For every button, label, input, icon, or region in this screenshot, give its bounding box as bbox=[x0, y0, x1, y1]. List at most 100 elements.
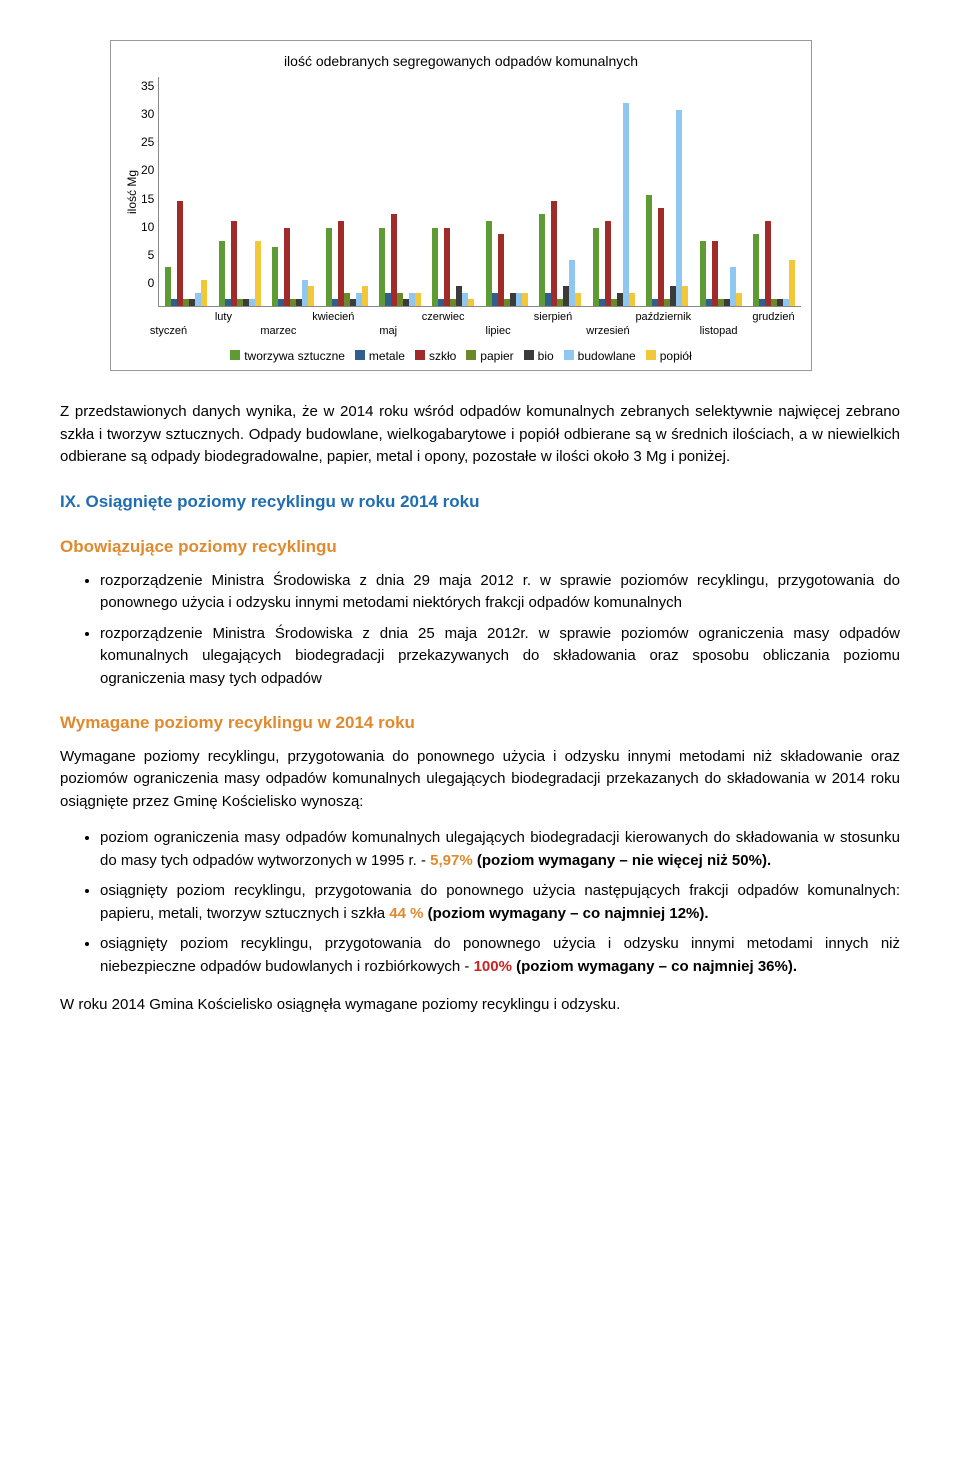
bold-suffix: (poziom wymagany – co najmniej 12%). bbox=[423, 905, 708, 922]
legend-label: popiół bbox=[660, 349, 692, 363]
y-axis-label: ilość Mg bbox=[121, 170, 141, 214]
chart-legend: tworzywa sztuczne metale szkło papier bio bud… bbox=[121, 347, 801, 365]
y-tick: 15 bbox=[141, 190, 154, 208]
legend-swatch bbox=[466, 350, 476, 360]
paragraph-wymagane: Wymagane poziomy recyklingu, przygotowan… bbox=[60, 746, 900, 814]
bar bbox=[201, 280, 207, 306]
month-column bbox=[373, 77, 426, 306]
paragraph-conclusion: W roku 2014 Gmina Kościelisko osiągnęła … bbox=[60, 994, 900, 1017]
month-column bbox=[534, 77, 587, 306]
chart-title: ilość odebranych segregowanych odpadów k… bbox=[121, 51, 801, 72]
bar bbox=[551, 201, 557, 306]
y-tick: 35 bbox=[141, 77, 154, 95]
chart-bars bbox=[158, 77, 801, 307]
heading-ix: IX. Osiągnięte poziomy recyklingu w roku… bbox=[60, 489, 900, 515]
x-axis-labels: styczeńlutymarzeckwiecieńmajczerwieclipi… bbox=[121, 309, 801, 341]
legend-swatch bbox=[355, 350, 365, 360]
x-tick: grudzień bbox=[746, 309, 801, 326]
month-column bbox=[213, 77, 266, 306]
legend-item: budowlane bbox=[564, 347, 636, 365]
legend-label: papier bbox=[480, 349, 513, 363]
bar bbox=[789, 260, 795, 306]
x-tick: październik bbox=[635, 309, 691, 326]
legend-item: tworzywa sztuczne bbox=[230, 347, 345, 365]
heading-wymagane: Wymagane poziomy recyklingu w 2014 roku bbox=[60, 710, 900, 736]
list-item: osiągnięty poziom recyklingu, przygotowa… bbox=[100, 880, 900, 925]
month-column bbox=[694, 77, 747, 306]
legend-swatch bbox=[524, 350, 534, 360]
x-tick: lipiec bbox=[471, 309, 526, 340]
bar bbox=[676, 110, 682, 306]
bar bbox=[272, 247, 278, 306]
legend-label: tworzywa sztuczne bbox=[244, 349, 345, 363]
legend-label: szkło bbox=[429, 349, 456, 363]
legend-label: bio bbox=[538, 349, 554, 363]
list-item: rozporządzenie Ministra Środowiska z dni… bbox=[100, 623, 900, 691]
legend-label: budowlane bbox=[578, 349, 636, 363]
bar bbox=[623, 103, 629, 306]
legend-item: papier bbox=[466, 347, 513, 365]
x-tick: listopad bbox=[691, 309, 746, 340]
legend-swatch bbox=[230, 350, 240, 360]
legend-item: bio bbox=[524, 347, 554, 365]
list-item: poziom ograniczenia masy odpadów komunal… bbox=[100, 827, 900, 872]
bar bbox=[231, 221, 237, 306]
list-regulations: rozporządzenie Ministra Środowiska z dni… bbox=[60, 570, 900, 691]
x-tick: czerwiec bbox=[416, 309, 471, 326]
y-tick: 20 bbox=[141, 161, 154, 179]
chart-plot-area: ilość Mg 35302520151050 bbox=[121, 77, 801, 307]
bar bbox=[629, 293, 635, 306]
bar bbox=[736, 293, 742, 306]
y-axis-ticks: 35302520151050 bbox=[141, 77, 158, 307]
x-tick: wrzesień bbox=[581, 309, 636, 340]
bar bbox=[498, 234, 504, 306]
bar bbox=[765, 221, 771, 306]
legend-item: popiół bbox=[646, 347, 692, 365]
legend-swatch bbox=[646, 350, 656, 360]
chart-container: ilość odebranych segregowanych odpadów k… bbox=[110, 40, 812, 371]
month-column bbox=[587, 77, 640, 306]
bar bbox=[432, 228, 438, 307]
bar bbox=[646, 195, 652, 306]
paragraph-intro: Z przedstawionych danych wynika, że w 20… bbox=[60, 401, 900, 469]
month-column bbox=[159, 77, 212, 306]
month-column bbox=[320, 77, 373, 306]
y-tick: 10 bbox=[141, 218, 154, 236]
list-item: rozporządzenie Ministra Środowiska z dni… bbox=[100, 570, 900, 615]
month-column bbox=[641, 77, 694, 306]
x-tick: sierpień bbox=[526, 309, 581, 326]
bar bbox=[308, 286, 314, 306]
bar bbox=[362, 286, 368, 306]
bar bbox=[468, 299, 474, 306]
list-item: osiągnięty poziom recyklingu, przygotowa… bbox=[100, 933, 900, 978]
x-tick: styczeń bbox=[141, 309, 196, 340]
legend-item: metale bbox=[355, 347, 405, 365]
bar bbox=[284, 228, 290, 307]
bar bbox=[605, 221, 611, 306]
bold-suffix: (poziom wymagany – co najmniej 36%). bbox=[512, 958, 797, 975]
bar bbox=[177, 201, 183, 306]
bar bbox=[219, 241, 225, 306]
list-levels: poziom ograniczenia masy odpadów komunal… bbox=[60, 827, 900, 978]
legend-swatch bbox=[564, 350, 574, 360]
bar bbox=[593, 228, 599, 307]
y-tick: 5 bbox=[141, 246, 154, 264]
bar bbox=[658, 208, 664, 306]
x-tick: marzec bbox=[251, 309, 306, 340]
highlight-value: 44 % bbox=[389, 905, 423, 922]
bar bbox=[712, 241, 718, 306]
y-tick: 30 bbox=[141, 105, 154, 123]
month-column bbox=[427, 77, 480, 306]
legend-label: metale bbox=[369, 349, 405, 363]
bar bbox=[326, 228, 332, 307]
bar bbox=[753, 234, 759, 306]
bar bbox=[700, 241, 706, 306]
bar bbox=[522, 293, 528, 306]
heading-obowiazujace: Obowiązujące poziomy recyklingu bbox=[60, 534, 900, 560]
month-column bbox=[748, 77, 801, 306]
bar bbox=[415, 293, 421, 306]
x-tick: maj bbox=[361, 309, 416, 340]
bar bbox=[682, 286, 688, 306]
bar bbox=[255, 241, 261, 306]
highlight-value: 100% bbox=[474, 958, 512, 975]
